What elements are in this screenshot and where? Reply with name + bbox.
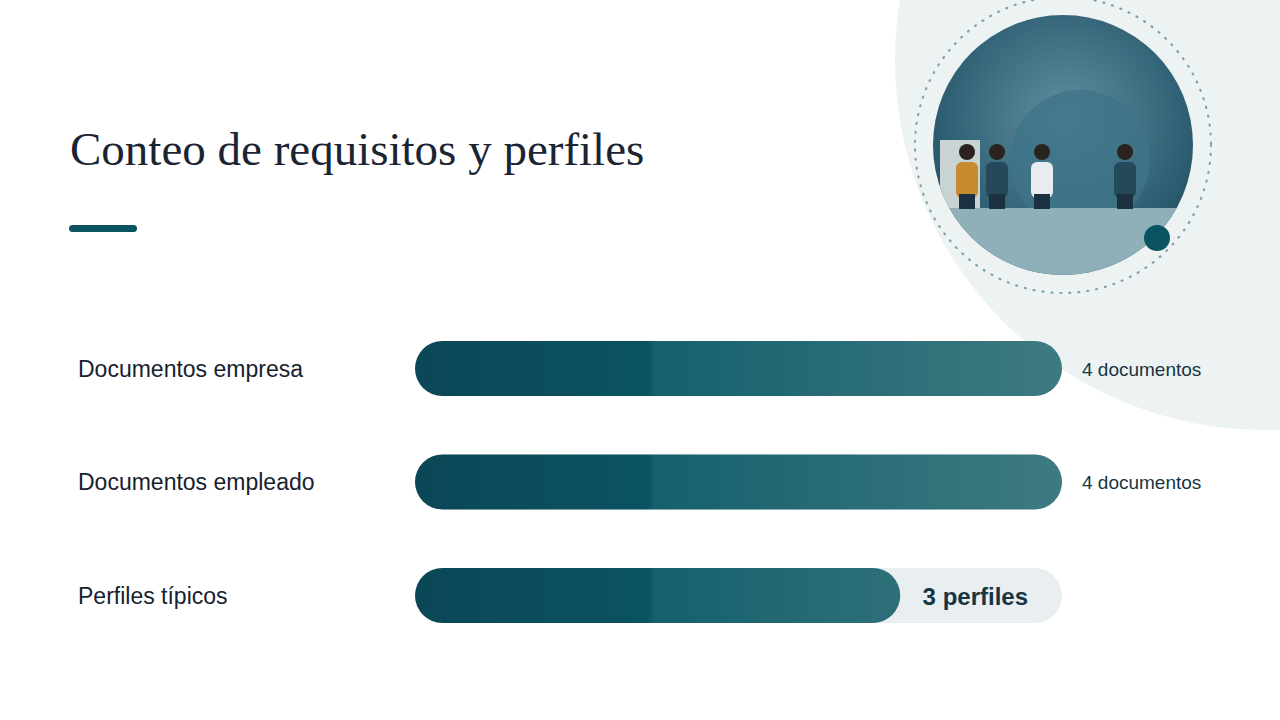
bar (415, 455, 1062, 510)
illustration-person (1034, 144, 1050, 160)
title: Conteo de requisitos y perfiles (70, 123, 644, 175)
title-accent (69, 225, 137, 232)
dotted-ring (915, 0, 1211, 293)
bar (415, 341, 1062, 396)
data-label: 4 documentos (1082, 359, 1201, 380)
illustration-person (989, 194, 1005, 209)
illustration-person (1031, 162, 1053, 198)
illustration-person (959, 194, 975, 209)
accent-dot (1144, 225, 1170, 251)
data-label: 3 perfiles (923, 583, 1028, 610)
bar-track (415, 341, 1062, 396)
illustration-person (1117, 144, 1133, 160)
category-label: Documentos empresa (78, 356, 303, 382)
chart-root: Conteo de requisitos y perfiles Documento… (0, 0, 1280, 720)
illustration-person (989, 144, 1005, 160)
illustration-buildings (940, 140, 980, 208)
category-label: Perfiles típicos (78, 583, 228, 609)
illustration-person (1114, 162, 1136, 198)
illustration-person (956, 162, 978, 198)
illustration-person (1034, 194, 1050, 209)
chart-svg: Conteo de requisitos y perfiles Documento… (0, 0, 1280, 720)
illustration-ground (930, 208, 1200, 288)
data-label: 4 documentos (1082, 472, 1201, 493)
category-label: Documentos empleado (78, 469, 315, 495)
illustration (930, 10, 1200, 288)
bar (415, 568, 900, 623)
illustration-person (959, 144, 975, 160)
bar-track (415, 455, 1062, 510)
illustration-person (986, 162, 1008, 198)
tracks (415, 341, 1062, 623)
labels: Documentos empresa 4 documentos Documentos… (78, 356, 1201, 610)
bars (415, 341, 1062, 623)
bar-track (415, 568, 1062, 623)
illustration-person (1117, 194, 1133, 209)
